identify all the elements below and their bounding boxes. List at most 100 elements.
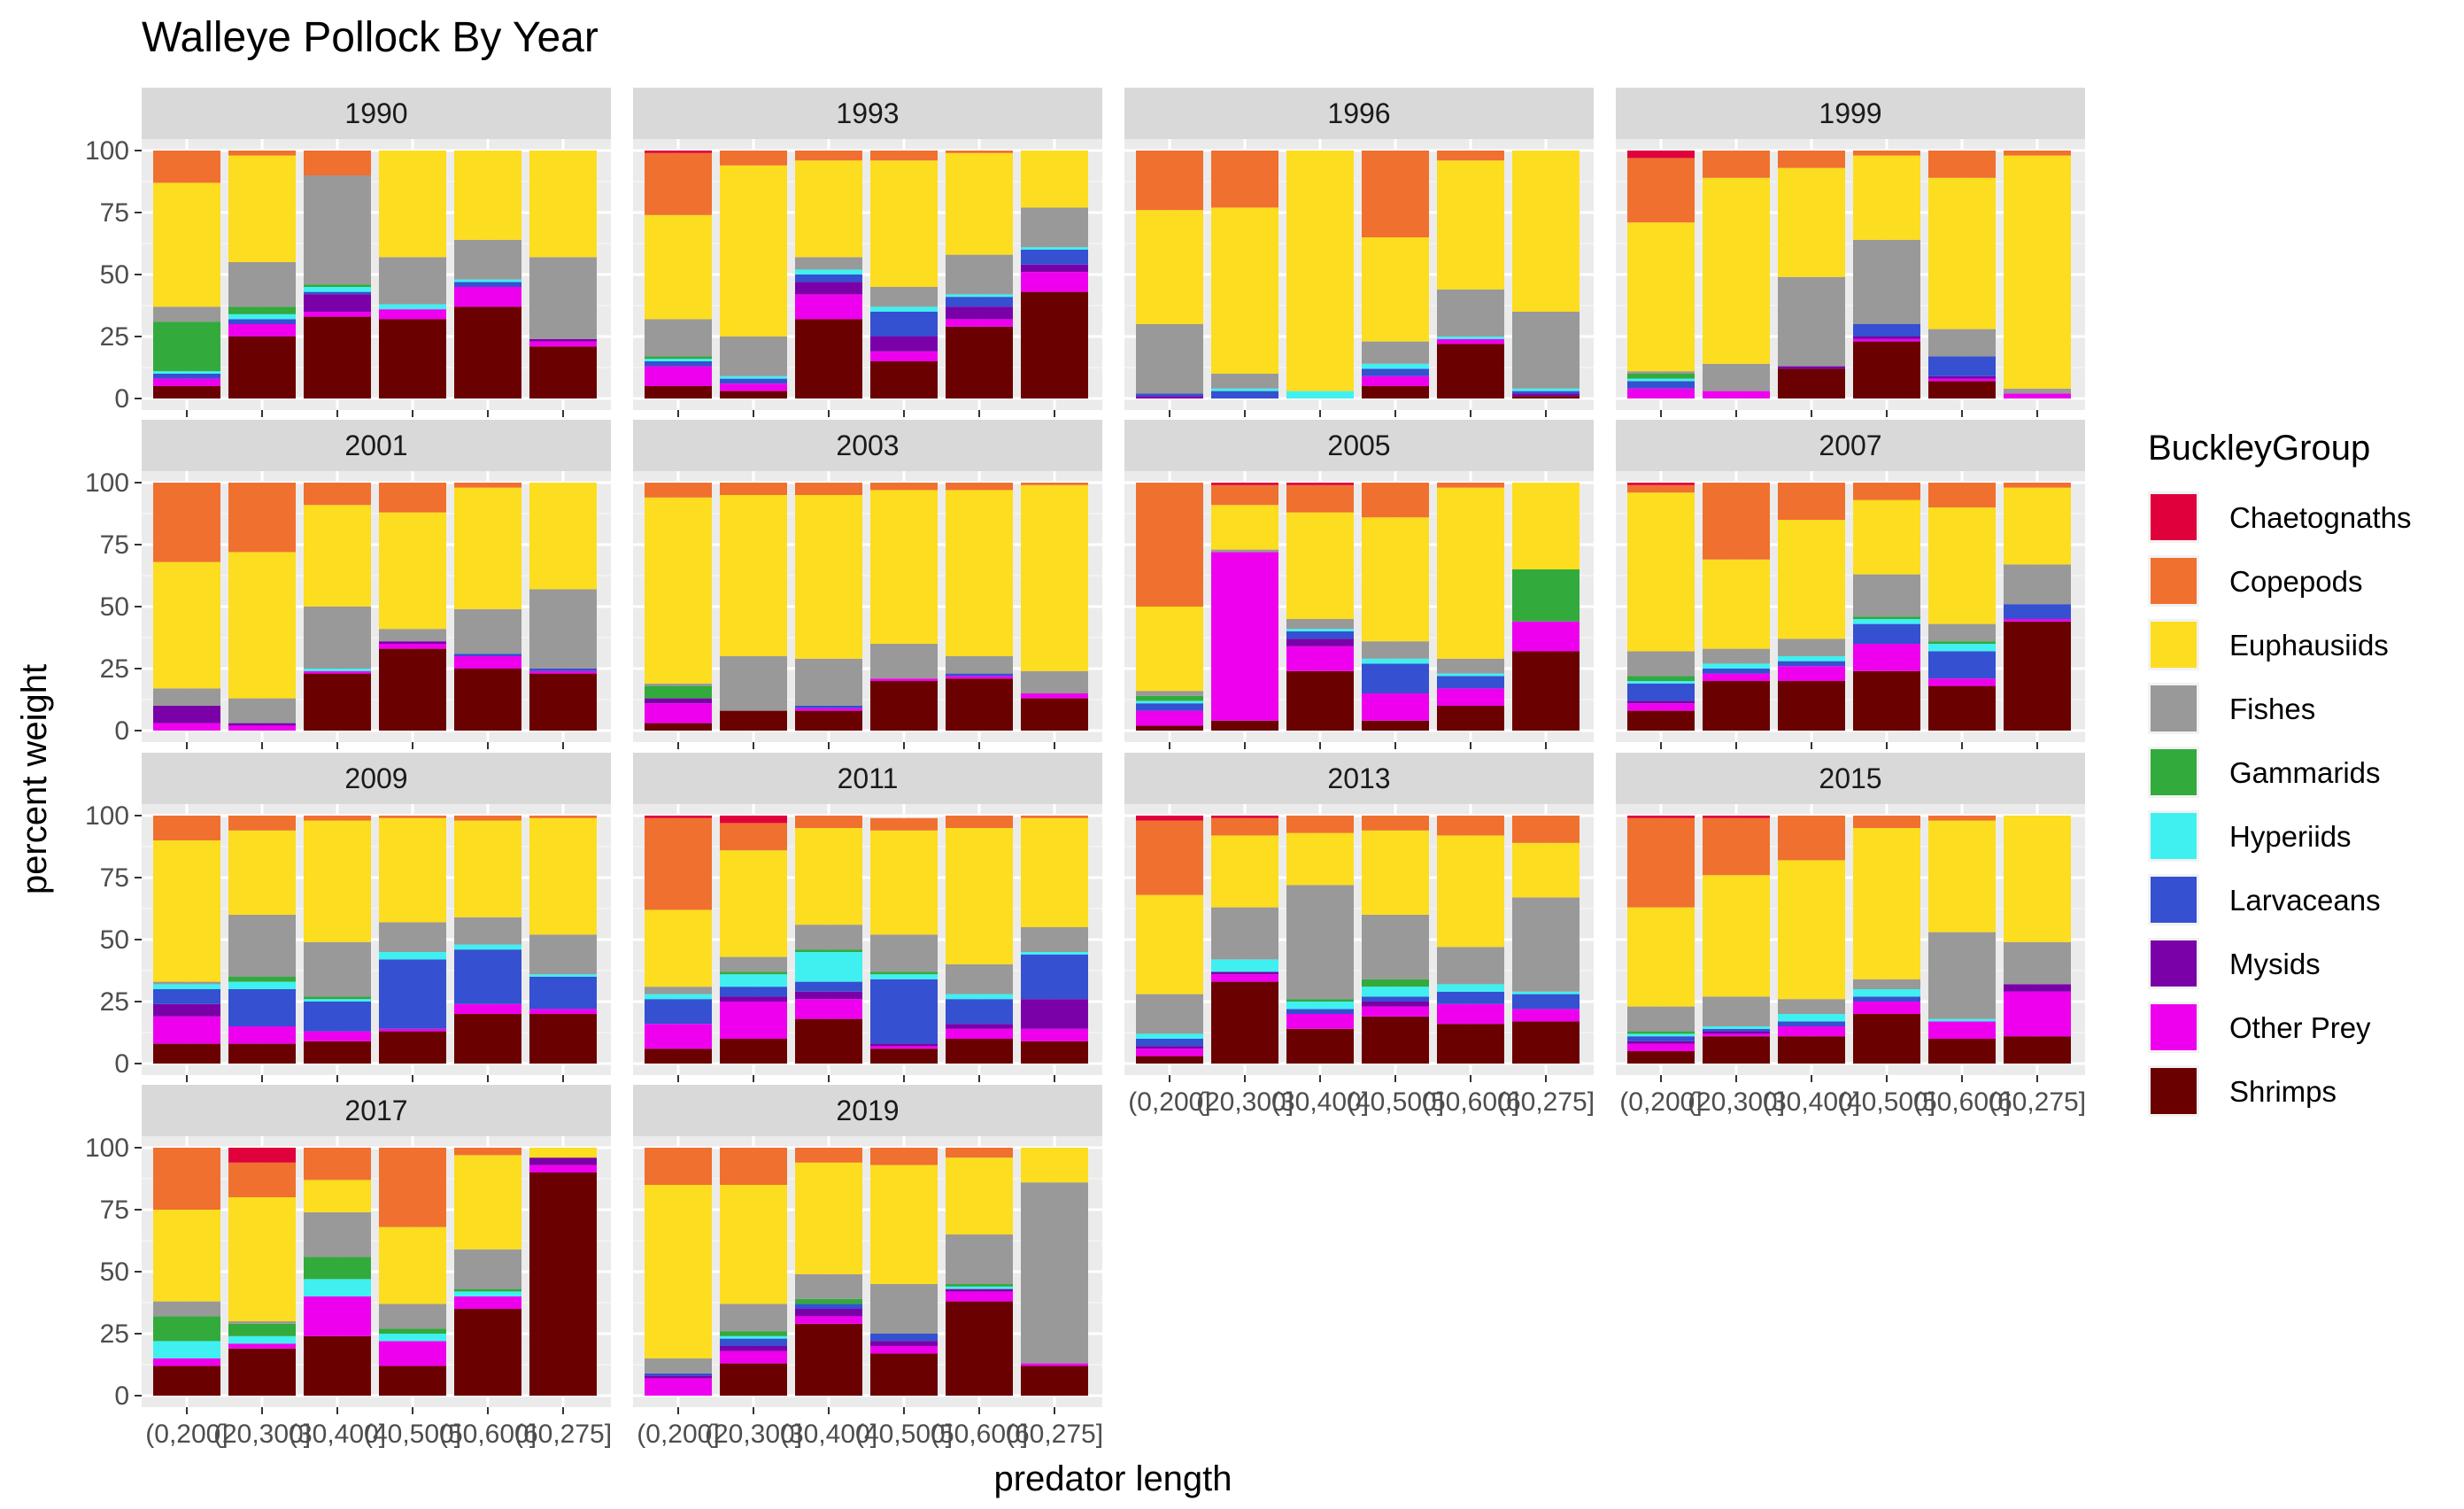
bar-segment-other-prey bbox=[795, 708, 862, 711]
bar-segment-larvaceans bbox=[1512, 994, 1580, 1010]
bar-segment-euphausiids bbox=[720, 1185, 787, 1304]
bar-segment-other-prey bbox=[720, 383, 787, 391]
bar-segment-other-prey bbox=[946, 676, 1013, 679]
bar-segment-larvaceans bbox=[645, 1373, 712, 1376]
bar-segment-other-prey bbox=[870, 1046, 938, 1049]
bar-segment-hyperiids bbox=[1021, 247, 1088, 250]
bar-segment-mysids bbox=[720, 996, 787, 1002]
bar-segment-fishes bbox=[1021, 927, 1088, 952]
bar-segment-copepods bbox=[228, 483, 296, 553]
bar-segment-copepods bbox=[454, 1148, 521, 1156]
bar-segment-shrimps bbox=[1928, 381, 1996, 399]
bar-segment-larvaceans bbox=[1437, 676, 1504, 689]
bar-segment-chaetognaths bbox=[1703, 816, 1770, 818]
bar-segment-fishes bbox=[2004, 388, 2071, 394]
bar-segment-shrimps bbox=[1627, 1051, 1695, 1064]
bar-segment-copepods bbox=[1853, 151, 1920, 156]
bar-segment-copepods bbox=[1778, 483, 1845, 520]
bar-segment-shrimps bbox=[720, 710, 787, 731]
bar-segment-shrimps bbox=[645, 1049, 712, 1064]
bar-segment-chaetognaths bbox=[1211, 816, 1278, 818]
bar-segment-fishes bbox=[1437, 289, 1504, 337]
facet-strip bbox=[1124, 88, 1594, 139]
bar-segment-copepods bbox=[1853, 483, 1920, 500]
bar-segment-shrimps bbox=[1136, 1056, 1203, 1064]
bar-segment-shrimps bbox=[946, 678, 1013, 731]
bar-segment-copepods bbox=[645, 483, 712, 498]
facet-strip bbox=[1616, 88, 2085, 139]
bar-segment-fishes bbox=[645, 683, 712, 686]
bar-segment-copepods bbox=[379, 483, 446, 513]
bar-segment-other-prey bbox=[1778, 1026, 1845, 1037]
bar-segment-euphausiids bbox=[1362, 830, 1429, 915]
bar-segment-copepods bbox=[1021, 483, 1088, 485]
bar-segment-hyperiids bbox=[870, 974, 938, 979]
x-tick-label: (0,200] bbox=[1619, 1087, 1702, 1117]
bar-segment-mysids bbox=[795, 1309, 862, 1317]
bar-segment-shrimps bbox=[1853, 341, 1920, 399]
bar-segment-euphausiids bbox=[1853, 155, 1920, 240]
bar-segment-mysids bbox=[228, 723, 296, 726]
bar-segment-euphausiids bbox=[946, 152, 1013, 255]
bar-segment-other-prey bbox=[1928, 1021, 1996, 1039]
bar-segment-larvaceans bbox=[1362, 368, 1429, 376]
facet-panel-2005: 2005 bbox=[1124, 420, 1594, 749]
bar-segment-other-prey bbox=[946, 1291, 1013, 1302]
bar-segment-euphausiids bbox=[1437, 160, 1504, 290]
bar-segment-larvaceans bbox=[454, 654, 521, 656]
bar-segment-fishes bbox=[720, 656, 787, 711]
y-axis-title: percent weight bbox=[15, 664, 54, 894]
bar-segment-euphausiids bbox=[1853, 828, 1920, 979]
bar-segment-euphausiids bbox=[1703, 177, 1770, 364]
bar-segment-copepods bbox=[795, 1148, 862, 1163]
bar-segment-shrimps bbox=[379, 648, 446, 731]
bar-segment-other-prey bbox=[529, 341, 597, 347]
bar-segment-hyperiids bbox=[153, 984, 220, 989]
bar-segment-fishes bbox=[1211, 374, 1278, 389]
legend-title: BuckleyGroup bbox=[2148, 429, 2370, 468]
bar-segment-fishes bbox=[1211, 549, 1278, 553]
bar-segment-euphausiids bbox=[1136, 210, 1203, 324]
legend-label: Euphausiids bbox=[2229, 629, 2389, 662]
bar-segment-other-prey bbox=[1778, 666, 1845, 681]
facet-strip bbox=[633, 1085, 1102, 1136]
x-tick-label: (40,500] bbox=[1347, 1087, 1444, 1117]
bar-segment-copepods bbox=[454, 816, 521, 821]
bar-segment-shrimps bbox=[946, 1039, 1013, 1064]
bar-segment-mysids bbox=[529, 1157, 597, 1165]
bar-segment-chaetognaths bbox=[645, 151, 712, 153]
bar-segment-other-prey bbox=[795, 1316, 862, 1324]
bar-segment-mysids bbox=[795, 991, 862, 1000]
bar-segment-gammarids bbox=[1512, 569, 1580, 622]
bar-segment-euphausiids bbox=[1627, 907, 1695, 1007]
x-tick-label: (50,600] bbox=[439, 1420, 537, 1449]
bar-segment-fishes bbox=[1362, 915, 1429, 979]
bar-segment-shrimps bbox=[379, 1366, 446, 1396]
bar-segment-other-prey bbox=[1021, 1028, 1088, 1041]
bar-segment-shrimps bbox=[720, 1039, 787, 1064]
bar-segment-larvaceans bbox=[795, 981, 862, 992]
bar-segment-hyperiids bbox=[720, 1335, 787, 1339]
facet-strip bbox=[1124, 420, 1594, 471]
bar-segment-fishes bbox=[1627, 651, 1695, 677]
bar-segment-euphausiids bbox=[1136, 894, 1203, 994]
bar-segment-shrimps bbox=[1136, 725, 1203, 731]
bar-segment-other-prey bbox=[379, 644, 446, 649]
bar-segment-fishes bbox=[153, 688, 220, 706]
bar-segment-euphausiids bbox=[379, 817, 446, 923]
bar-segment-euphausiids bbox=[1627, 222, 1695, 372]
bar-segment-other-prey bbox=[153, 378, 220, 386]
legend-item-chaetognaths: Chaetognaths bbox=[2148, 491, 2412, 543]
bar-segment-chaetognaths bbox=[1627, 483, 1695, 485]
bar-segment-mysids bbox=[720, 1346, 787, 1351]
bar-segment-euphausiids bbox=[304, 1180, 371, 1212]
y-tick-label: 25 bbox=[100, 322, 129, 352]
bar-segment-mysids bbox=[795, 282, 862, 295]
bar-segment-other-prey bbox=[379, 1028, 446, 1032]
bar-segment-copepods bbox=[1703, 817, 1770, 876]
bar-segment-mysids bbox=[1021, 264, 1088, 273]
bar-segment-mysids bbox=[946, 1288, 1013, 1292]
bar-segment-mysids bbox=[1211, 971, 1278, 975]
facet-strip-label: 2001 bbox=[344, 429, 407, 461]
bar-segment-hyperiids bbox=[1362, 987, 1429, 997]
